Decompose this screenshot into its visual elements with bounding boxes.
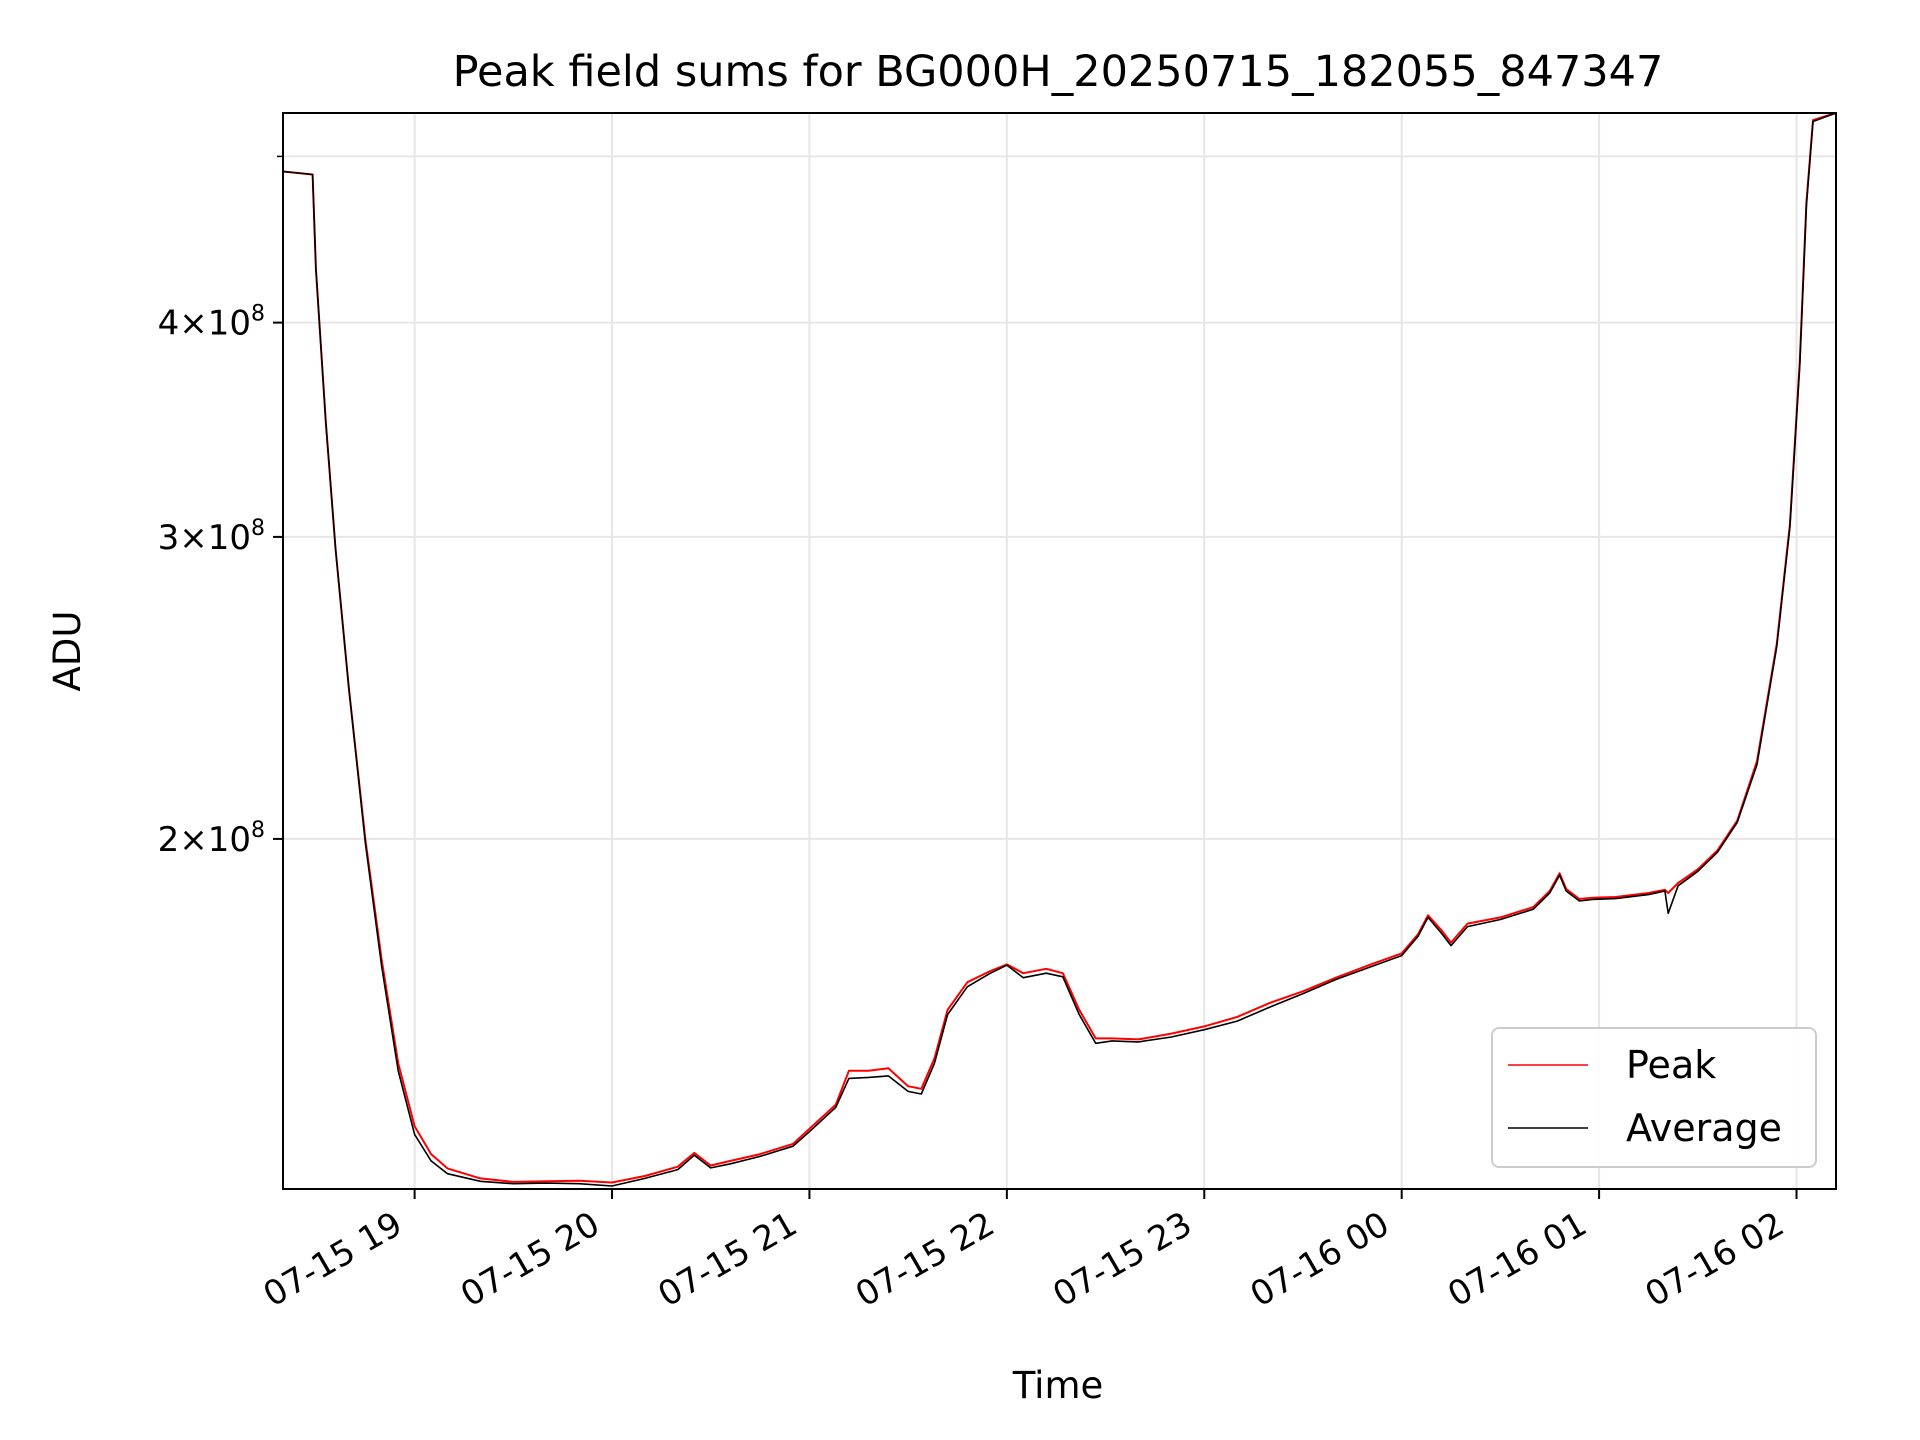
- y-axis-label: ADU: [46, 611, 89, 692]
- legend: Peak Average: [1491, 1027, 1817, 1168]
- plot-area: [282, 112, 1837, 1187]
- y-tick-label: 2×108: [158, 818, 265, 860]
- grid: [283, 113, 1836, 1189]
- series-line-peak: [282, 112, 1837, 1184]
- legend-box: [1491, 1027, 1817, 1168]
- chart-title: Peak field sums for BG000H_20250715_1820…: [453, 47, 1664, 97]
- y-tick-label: 4×108: [158, 302, 265, 344]
- y-tick-label: 3×108: [158, 516, 265, 558]
- x-axis-label: Time: [1012, 1364, 1104, 1407]
- y-axis: 2×108 3×108 4×108: [158, 155, 283, 860]
- legend-label-average: Average: [1626, 1106, 1782, 1150]
- plot-frame: [282, 112, 1837, 1190]
- series-line-average: [282, 112, 1837, 1187]
- legend-label-peak: Peak: [1626, 1043, 1716, 1087]
